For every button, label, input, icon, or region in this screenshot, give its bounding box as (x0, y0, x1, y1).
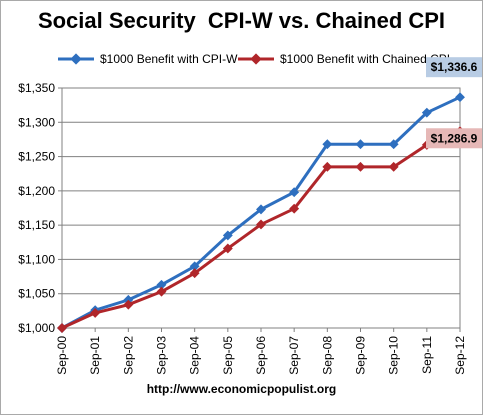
data-point-series-0 (322, 139, 333, 150)
x-tick-label: Sep-06 (254, 336, 268, 375)
y-tick-label: $1,000 (18, 321, 55, 335)
y-tick-label: $1,150 (18, 218, 55, 232)
x-tick-label: Sep-02 (121, 336, 135, 375)
data-point-series-0 (355, 139, 366, 150)
data-point-series-0 (289, 187, 300, 198)
x-tick-label: Sep-12 (453, 336, 467, 375)
data-point-series-0 (388, 139, 399, 150)
data-point-series-1 (322, 161, 333, 172)
data-point-series-1 (222, 243, 233, 254)
x-tick-label: Sep-01 (88, 336, 102, 375)
data-point-series-1 (156, 286, 167, 297)
x-tick-label: Sep-08 (320, 336, 334, 375)
data-point-series-1 (388, 161, 399, 172)
data-point-series-0 (256, 204, 266, 215)
x-tick-label: Sep-00 (55, 336, 69, 375)
data-point-series-1 (123, 299, 134, 310)
data-point-series-0 (222, 230, 233, 241)
x-tick-label: Sep-10 (387, 336, 401, 375)
callout-label-0: $1,336.6 (431, 60, 478, 74)
y-tick-label: $1,350 (18, 81, 55, 95)
legend-swatch-cpi-w (58, 53, 94, 65)
legend-swatch-chained-cpi (238, 53, 274, 65)
x-tick-label: Sep-03 (155, 336, 169, 375)
data-point-series-1 (355, 161, 366, 172)
x-tick-label: Sep-05 (221, 336, 235, 375)
y-tick-label: $1,050 (18, 287, 55, 301)
legend-item-cpi-w: $1000 Benefit with CPI-W (58, 52, 237, 66)
data-point-series-0 (189, 261, 200, 272)
y-tick-label: $1,300 (18, 115, 55, 129)
x-tick-label: Sep-07 (287, 336, 301, 375)
callout-label-1: $1,286.9 (431, 131, 478, 145)
chart-title: Social Security CPI-W vs. Chained CPI (37, 8, 446, 33)
callout-box-0 (426, 57, 482, 78)
data-point-series-1 (256, 219, 266, 230)
legend-label-chained-cpi: $1000 Benefit with Chained CPI (280, 52, 451, 66)
y-tick-label: $1,200 (18, 184, 55, 198)
y-tick-label: $1,100 (18, 252, 55, 266)
data-point-series-1 (189, 268, 200, 279)
source-url: http://www.economicpopulist.org (146, 382, 337, 396)
chart-legend: $1000 Benefit with CPI-W $1000 Benefit w… (0, 52, 483, 72)
y-tick-label: $1,250 (18, 150, 55, 164)
x-tick-label: Sep-11 (420, 336, 434, 374)
legend-label-cpi-w: $1000 Benefit with CPI-W (100, 52, 238, 66)
data-point-series-0 (156, 279, 167, 290)
x-tick-label: Sep-09 (354, 336, 368, 375)
callout-box-1 (426, 128, 482, 149)
legend-item-chained-cpi: $1000 Benefit with Chained CPI (238, 52, 450, 66)
x-tick-label: Sep-04 (188, 336, 202, 375)
data-point-series-1 (289, 203, 300, 214)
series-line-1 (61, 129, 461, 330)
data-point-series-0 (455, 92, 465, 103)
